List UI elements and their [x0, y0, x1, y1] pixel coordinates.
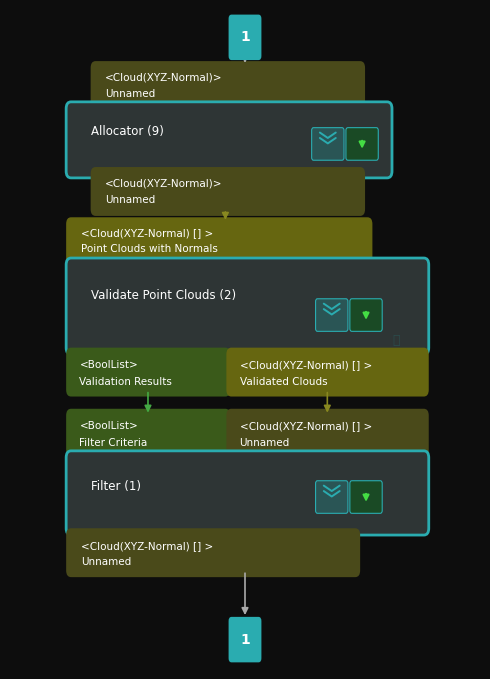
Text: Unnamed: Unnamed	[105, 195, 156, 204]
Text: Validate Point Clouds (2): Validate Point Clouds (2)	[91, 289, 236, 302]
Text: Unnamed: Unnamed	[240, 438, 290, 447]
Text: 1: 1	[240, 633, 250, 646]
FancyBboxPatch shape	[312, 128, 344, 160]
Text: Filter Criteria: Filter Criteria	[79, 438, 147, 447]
FancyBboxPatch shape	[316, 299, 348, 331]
Text: Validation Results: Validation Results	[79, 377, 172, 386]
FancyBboxPatch shape	[66, 451, 429, 535]
FancyBboxPatch shape	[228, 617, 262, 663]
FancyBboxPatch shape	[66, 258, 429, 354]
FancyBboxPatch shape	[226, 409, 429, 458]
FancyBboxPatch shape	[66, 348, 230, 397]
FancyBboxPatch shape	[91, 167, 365, 216]
FancyBboxPatch shape	[226, 348, 429, 397]
FancyBboxPatch shape	[350, 299, 382, 331]
FancyBboxPatch shape	[91, 61, 365, 110]
Text: Filter (1): Filter (1)	[91, 480, 141, 494]
Text: <Cloud(XYZ-Normal)>: <Cloud(XYZ-Normal)>	[105, 73, 223, 82]
Text: <Cloud(XYZ-Normal) [] >: <Cloud(XYZ-Normal) [] >	[81, 228, 213, 238]
FancyBboxPatch shape	[66, 102, 392, 178]
Text: Unnamed: Unnamed	[81, 557, 131, 567]
Text: 1: 1	[240, 31, 250, 44]
Text: Point Clouds with Normals: Point Clouds with Normals	[81, 244, 218, 253]
Text: <Cloud(XYZ-Normal) [] >: <Cloud(XYZ-Normal) [] >	[240, 361, 372, 370]
FancyBboxPatch shape	[350, 481, 382, 513]
Text: Validated Clouds: Validated Clouds	[240, 377, 327, 386]
Text: <BoolList>: <BoolList>	[79, 361, 138, 370]
FancyBboxPatch shape	[66, 217, 372, 265]
FancyBboxPatch shape	[316, 481, 348, 513]
Text: 👁: 👁	[392, 334, 399, 348]
FancyBboxPatch shape	[66, 528, 360, 577]
Text: Unnamed: Unnamed	[105, 89, 156, 98]
FancyBboxPatch shape	[66, 409, 230, 458]
Text: <BoolList>: <BoolList>	[79, 422, 138, 431]
Text: <Cloud(XYZ-Normal) [] >: <Cloud(XYZ-Normal) [] >	[240, 422, 372, 431]
Text: <Cloud(XYZ-Normal) [] >: <Cloud(XYZ-Normal) [] >	[81, 541, 213, 551]
FancyBboxPatch shape	[228, 15, 262, 60]
Text: Allocator (9): Allocator (9)	[91, 125, 164, 139]
FancyBboxPatch shape	[346, 128, 378, 160]
Text: <Cloud(XYZ-Normal)>: <Cloud(XYZ-Normal)>	[105, 179, 223, 188]
